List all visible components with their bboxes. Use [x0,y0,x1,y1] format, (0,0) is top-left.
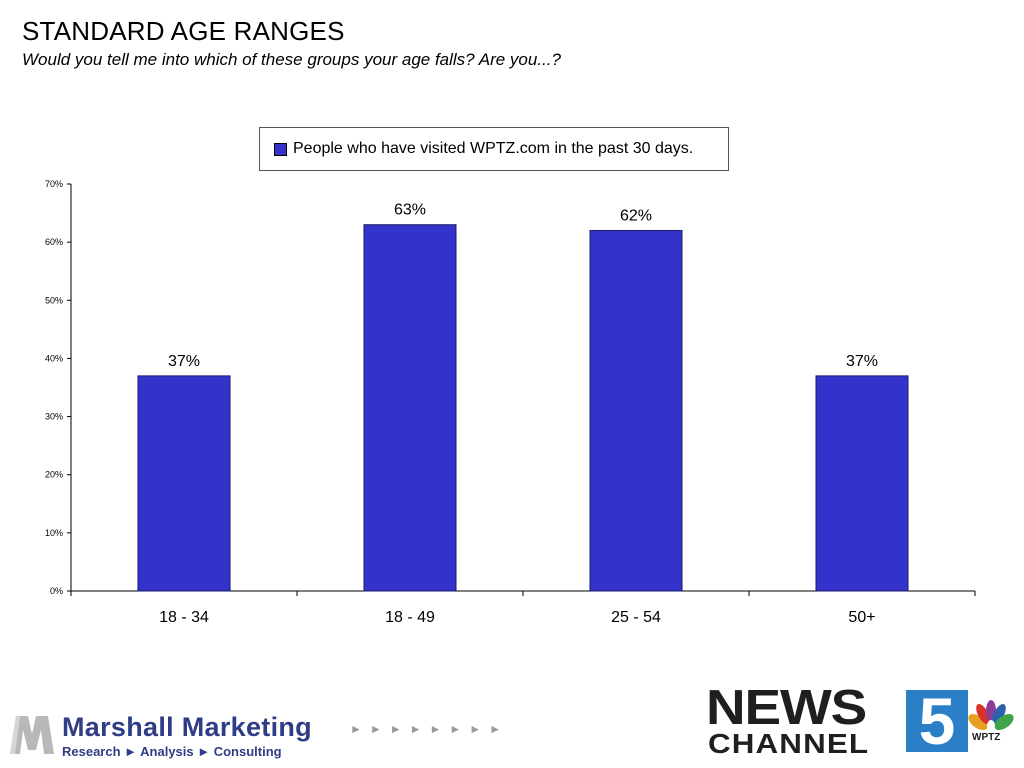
x-tick-label: 50+ [848,609,875,626]
legend-label: People who have visited WPTZ.com in the … [293,140,694,157]
x-tick-label: 18 - 49 [385,609,435,626]
channel-word: CHANNEL [708,728,870,759]
bar [363,224,457,592]
x-tick-label: 18 - 34 [159,609,209,626]
marshall-marketing-logo: Marshall Marketing Research ► Analysis ►… [8,708,528,764]
data-label: 63% [394,202,426,219]
page-subtitle: Would you tell me into which of these gr… [22,50,561,69]
y-tick-label: 10% [45,528,63,538]
y-tick-label: 60% [45,237,63,247]
nbc-peacock-icon [968,700,1014,732]
y-tick-label: 70% [45,179,63,189]
bar [815,375,909,592]
marshall-tagline: Research ► Analysis ► Consulting [62,744,282,759]
y-tick-label: 50% [45,295,63,305]
legend-swatch [274,142,287,156]
y-tick-label: 30% [45,412,63,422]
bar [137,375,231,592]
marshall-name: Marshall Marketing [62,712,312,742]
bar-chart: 0% 10% 20% 30% 40% 50% 60% 70% 37% 18 - 34 63% 18 -… [45,179,976,626]
channel-number: 5 [906,688,968,754]
data-label: 37% [168,353,200,370]
y-tick-label: 40% [45,353,63,363]
bar [589,230,683,592]
news-channel-5-logo: NEWS CHANNEL 5 WPTZ [700,681,1022,762]
decorative-arrows: ►►►►►►►► [350,722,510,736]
data-label: 37% [846,353,878,370]
y-tick-label: 20% [45,470,63,480]
call-sign: WPTZ [972,732,1001,743]
page-title: STANDARD AGE RANGES [22,16,345,46]
x-tick-label: 25 - 54 [611,609,661,626]
data-label: 62% [620,208,652,225]
chart-legend: People who have visited WPTZ.com in the … [259,127,729,171]
news-word: NEWS [706,681,867,735]
y-tick-label: 0% [50,586,63,596]
marshall-m-logo-icon [10,716,54,754]
